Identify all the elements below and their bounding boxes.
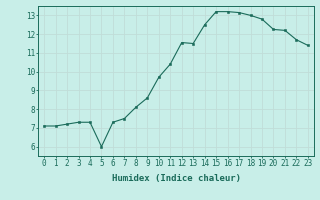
X-axis label: Humidex (Indice chaleur): Humidex (Indice chaleur) (111, 174, 241, 183)
